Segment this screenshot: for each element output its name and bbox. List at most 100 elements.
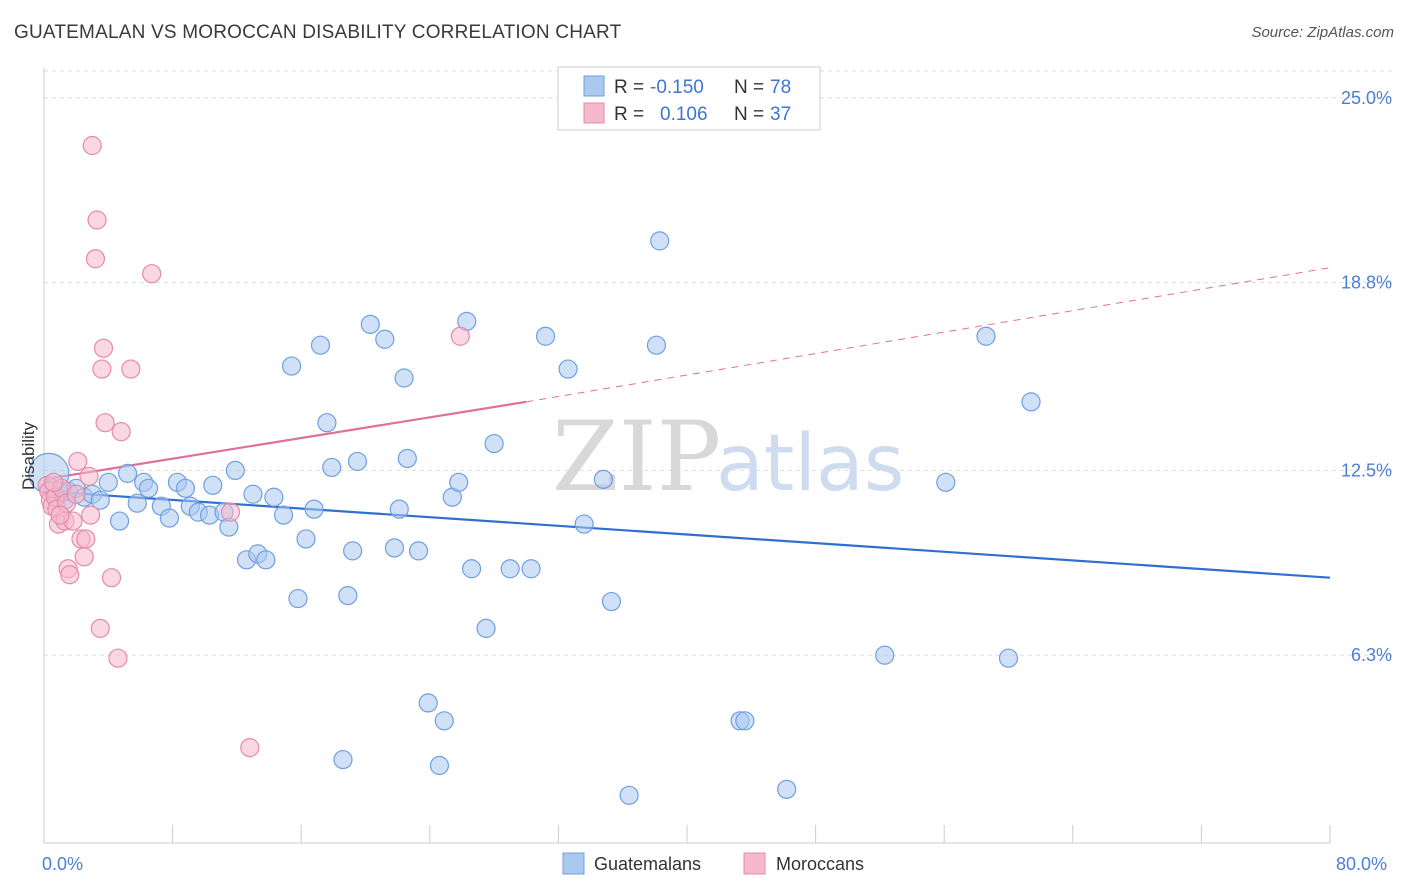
- point-moroccan-22: [87, 210, 107, 230]
- point-moroccan-20: [82, 135, 102, 156]
- legend-r-label-2: R =: [614, 104, 644, 125]
- point-moroccan-24: [92, 359, 112, 379]
- point-guatemalan-28: [243, 484, 263, 504]
- point-guatemalan-13: [127, 493, 147, 513]
- trend-line-moroccans: [43, 400, 527, 481]
- point-guatemalan-74: [936, 472, 956, 492]
- point-guatemalan-26: [225, 460, 245, 481]
- point-guatemalan-59: [484, 433, 504, 454]
- point-guatemalan-45: [375, 329, 395, 349]
- point-moroccan-16: [74, 547, 94, 567]
- point-moroccan-36: [50, 505, 70, 525]
- point-moroccan-13: [66, 484, 86, 504]
- y-tick-labels: 6.3% 12.5% 18.8% 25.0%: [1341, 88, 1392, 665]
- legend-r-value-2: 0.106: [660, 104, 708, 125]
- point-guatemalan-69: [650, 231, 670, 251]
- point-moroccan-34: [450, 326, 470, 346]
- point-guatemalan-60: [500, 559, 520, 579]
- point-guatemalan-73: [875, 645, 895, 665]
- legend-n-value-2: 37: [770, 104, 791, 125]
- point-moroccan-14: [68, 451, 88, 472]
- point-moroccan-33: [240, 738, 260, 758]
- point-guatemalan-48: [394, 368, 414, 388]
- point-guatemalan-34: [288, 588, 308, 609]
- point-guatemalan-12: [117, 463, 138, 483]
- point-moroccan-26: [95, 413, 115, 433]
- legend-bottom-swatch-moroccans: [743, 852, 766, 875]
- point-guatemalan-57: [461, 559, 482, 579]
- y-tick-label-2: 18.8%: [1341, 273, 1392, 293]
- point-guatemalan-46: [384, 538, 405, 558]
- y-tick-label-1: 12.5%: [1341, 460, 1392, 480]
- point-guatemalan-65: [593, 469, 614, 489]
- legend-n-value-1: 78: [770, 77, 791, 98]
- point-guatemalan-49: [397, 448, 417, 469]
- point-moroccan-23: [90, 618, 110, 638]
- point-moroccan-25: [93, 338, 114, 358]
- legend-swatch-moroccans: [583, 102, 605, 124]
- legend-bottom-label-moroccans: Moroccans: [776, 854, 864, 874]
- point-guatemalan-58: [476, 618, 496, 638]
- point-moroccan-21: [85, 249, 106, 269]
- legend-bottom: Guatemalans Moroccans: [562, 852, 864, 875]
- point-moroccan-31: [142, 264, 162, 284]
- point-guatemalan-31: [264, 487, 284, 507]
- point-guatemalan-33: [281, 356, 302, 376]
- point-guatemalan-42: [343, 541, 363, 561]
- point-moroccan-27: [101, 568, 122, 588]
- point-moroccan-32: [220, 502, 241, 522]
- point-guatemalan-15: [138, 478, 159, 498]
- point-guatemalan-38: [317, 413, 337, 433]
- legend-bottom-label-guatemalans: Guatemalans: [594, 854, 701, 874]
- point-guatemalan-53: [434, 711, 454, 731]
- point-guatemalan-39: [322, 457, 342, 478]
- point-guatemalan-75: [976, 326, 996, 346]
- point-guatemalan-37: [310, 335, 331, 355]
- point-guatemalan-62: [535, 326, 556, 346]
- y-axis-title: Disability: [19, 421, 38, 490]
- point-guatemalan-30: [256, 550, 276, 570]
- legend-n-label-2: N =: [734, 104, 764, 125]
- point-guatemalan-50: [408, 541, 429, 561]
- point-guatemalan-40: [333, 749, 353, 770]
- point-guatemalan-51: [418, 693, 438, 713]
- point-guatemalan-19: [175, 478, 196, 498]
- point-guatemalan-63: [558, 359, 578, 379]
- point-moroccan-17: [76, 529, 96, 549]
- point-guatemalan-55: [449, 472, 469, 492]
- legend-top: R = -0.150 N = 78 R = 0.106 N = 37: [557, 66, 821, 131]
- point-guatemalan-9: [90, 490, 110, 510]
- data-points: [28, 135, 1041, 805]
- watermark-zip: ZIP: [552, 401, 721, 513]
- trend-line-guatemalans: [43, 490, 1331, 579]
- point-guatemalan-47: [389, 499, 409, 519]
- trend-line-moroccans-extension: [526, 267, 1331, 403]
- legend-swatch-guatemalans: [583, 75, 605, 97]
- watermark-atlas: atlas: [716, 419, 905, 509]
- point-guatemalan-52: [429, 755, 450, 776]
- point-guatemalan-44: [360, 314, 380, 334]
- legend-r-label-1: R =: [614, 77, 644, 98]
- legend-n-label-1: N =: [734, 77, 764, 98]
- point-guatemalan-68: [646, 335, 667, 355]
- point-guatemalan-41: [338, 585, 358, 606]
- point-guatemalan-71: [735, 711, 755, 731]
- point-guatemalan-10: [98, 472, 118, 492]
- point-guatemalan-32: [273, 505, 294, 525]
- legend-r-value-1: -0.150: [650, 77, 704, 98]
- point-guatemalan-67: [619, 785, 639, 805]
- x-tick-label-min: 0.0%: [42, 854, 83, 874]
- y-tick-label-3: 25.0%: [1341, 88, 1392, 108]
- point-moroccan-30: [121, 359, 141, 379]
- y-tick-label-0: 6.3%: [1351, 645, 1392, 665]
- x-tick-label-max: 80.0%: [1336, 854, 1387, 874]
- point-moroccan-18: [79, 466, 99, 486]
- point-guatemalan-72: [777, 779, 797, 799]
- point-moroccan-11: [60, 565, 80, 585]
- point-moroccan-29: [111, 422, 131, 442]
- point-moroccan-35: [44, 472, 64, 492]
- point-guatemalan-23: [203, 475, 223, 495]
- point-guatemalan-76: [998, 648, 1019, 668]
- point-guatemalan-36: [304, 499, 324, 519]
